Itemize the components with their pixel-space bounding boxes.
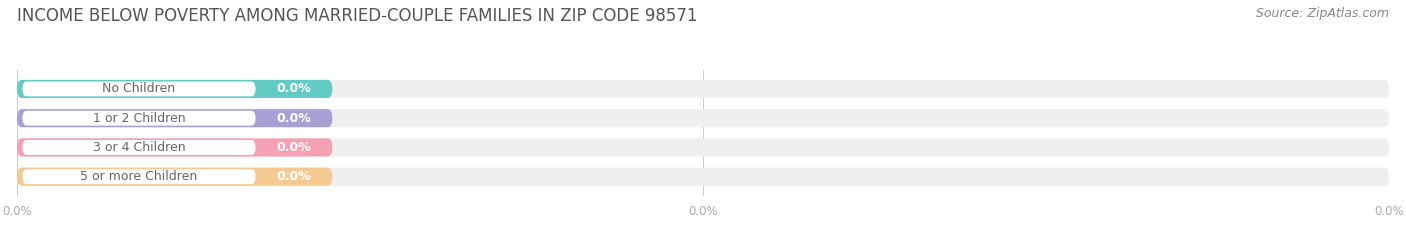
Text: 0.0%: 0.0% xyxy=(277,141,312,154)
Text: 3 or 4 Children: 3 or 4 Children xyxy=(93,141,186,154)
FancyBboxPatch shape xyxy=(17,109,332,127)
FancyBboxPatch shape xyxy=(17,168,332,186)
Text: 0.0%: 0.0% xyxy=(277,112,312,125)
FancyBboxPatch shape xyxy=(17,80,1389,98)
Text: INCOME BELOW POVERTY AMONG MARRIED-COUPLE FAMILIES IN ZIP CODE 98571: INCOME BELOW POVERTY AMONG MARRIED-COUPL… xyxy=(17,7,697,25)
Text: 0.0%: 0.0% xyxy=(277,170,312,183)
FancyBboxPatch shape xyxy=(17,109,1389,127)
Text: 0.0%: 0.0% xyxy=(277,82,312,96)
Text: Source: ZipAtlas.com: Source: ZipAtlas.com xyxy=(1256,7,1389,20)
Text: 1 or 2 Children: 1 or 2 Children xyxy=(93,112,186,125)
FancyBboxPatch shape xyxy=(22,111,256,126)
Text: 5 or more Children: 5 or more Children xyxy=(80,170,198,183)
FancyBboxPatch shape xyxy=(22,82,256,96)
FancyBboxPatch shape xyxy=(22,140,256,155)
FancyBboxPatch shape xyxy=(22,169,256,184)
FancyBboxPatch shape xyxy=(17,80,332,98)
FancyBboxPatch shape xyxy=(17,138,1389,157)
FancyBboxPatch shape xyxy=(17,138,332,157)
FancyBboxPatch shape xyxy=(17,168,1389,186)
Text: No Children: No Children xyxy=(103,82,176,96)
